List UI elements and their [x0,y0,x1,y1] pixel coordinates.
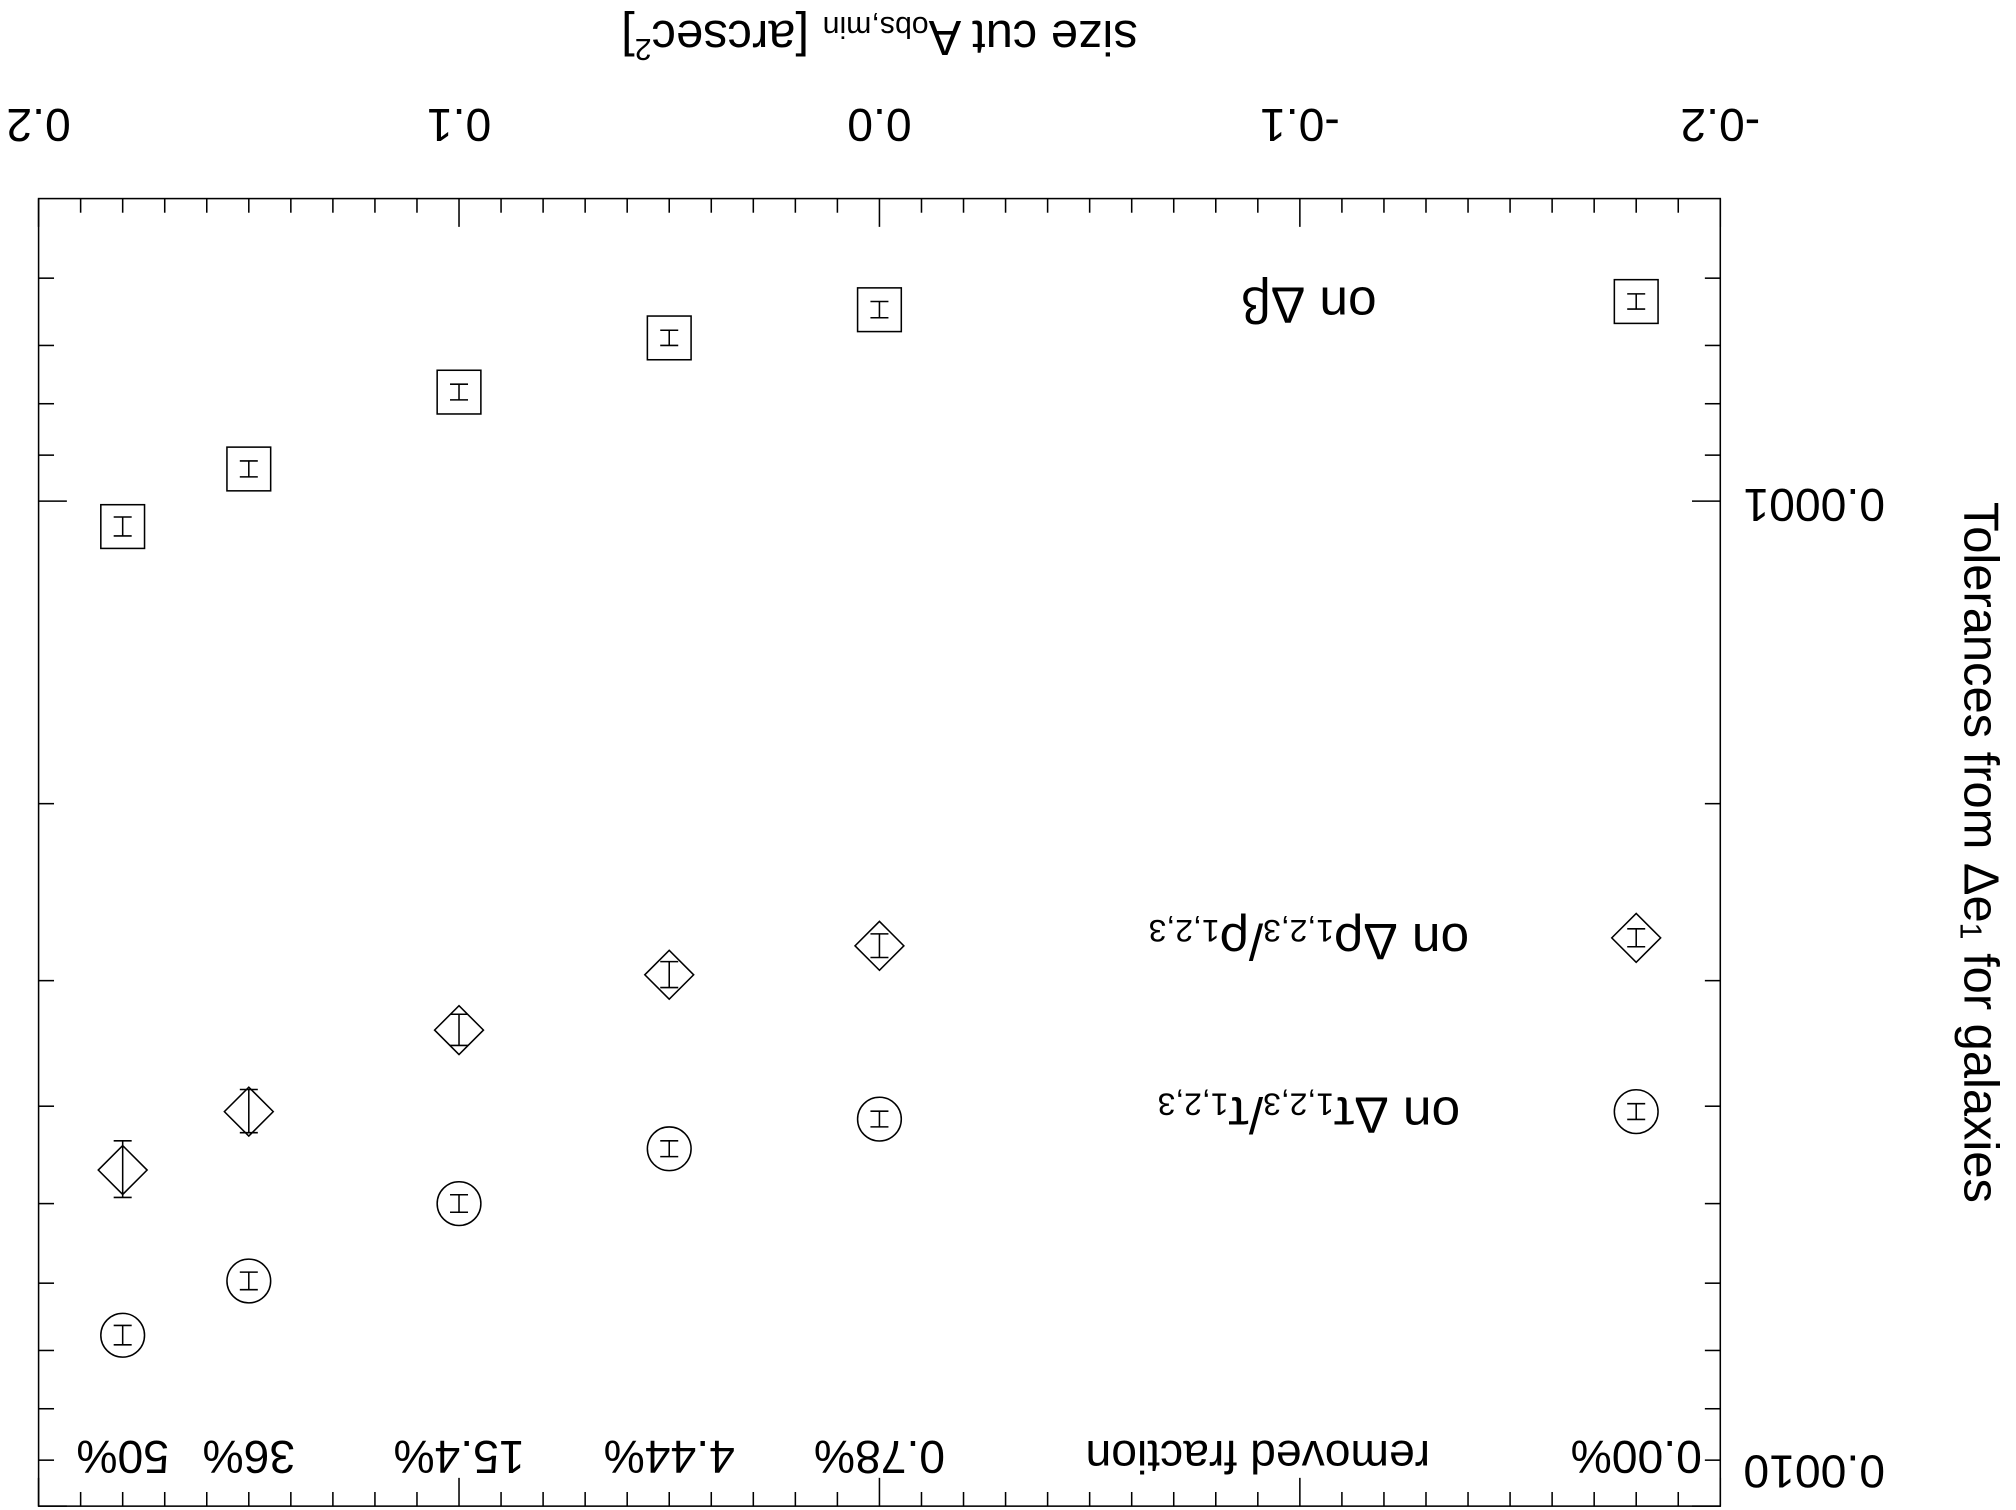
fraction-label: 50% [76,1431,169,1483]
marker-circle [226,1258,272,1304]
label-sub: 1,2,3 [1158,1087,1229,1123]
marker-diamond [433,1004,485,1056]
marker-circle [1613,1089,1659,1135]
error-bar [870,933,889,959]
marker-circle [856,1096,903,1142]
y-axis-title: Tolerances from Δe1 for galaxies [1953,502,2007,1203]
fraction-title: removed fraction [1086,1431,1431,1483]
error-bar [660,1140,679,1158]
error-bar [113,516,132,537]
error-bar [239,1088,258,1134]
marker-square [1613,278,1659,325]
fraction-label: 0.78% [814,1431,945,1483]
marker-diamond [223,1086,275,1138]
marker-diamond [643,949,695,1001]
series-label: on Δβ [1241,277,1376,335]
x-tick-label: 0.1 [427,99,491,151]
marker-circle [646,1126,692,1172]
error-bar [450,383,469,401]
marker-circle [100,1312,146,1358]
error-bar [113,1140,132,1199]
label-part: /ρ [1220,913,1264,971]
label-part: [arcsec [652,10,823,64]
label-sub: 1 [1953,923,1986,940]
fraction-label: 4.44% [604,1431,735,1483]
x-tick-label: 0.2 [6,99,70,151]
label-sub: 1,2,3 [1149,913,1220,949]
marker-diamond [853,920,905,972]
error-bar [870,1110,889,1128]
label-part: size cut A [928,10,1137,64]
x-tick-label: 0.0 [847,99,911,151]
error-bar [660,329,679,347]
label-part: on Δβ [1241,277,1376,335]
label-sup: 2 [635,33,652,66]
label-part: on Δτ [1334,1087,1460,1145]
series-label: on Δρ1,2,3/ρ1,2,3 [1149,913,1469,971]
error-bar [450,1013,469,1047]
x-tick-label: -0.2 [1680,99,1760,151]
label-part: on Δρ [1334,913,1469,971]
marker-square [100,503,146,550]
marker-square [646,315,692,361]
error-bar [1627,928,1646,948]
y-tick-label: 0.0010 [1743,1445,1885,1497]
marker-square [226,446,272,492]
label-sub: 1,2,3 [1263,1087,1334,1123]
error-bar [450,1194,469,1214]
label-part: /τ [1229,1087,1264,1145]
x-axis-title: size cut Aobs,min [arcsec2] [621,10,1138,66]
label-part: Tolerances from Δe [1954,502,2008,923]
fraction-label: 36% [203,1431,296,1483]
error-bar [660,960,679,989]
error-bar [239,460,258,478]
fraction-label: 15.4% [393,1431,524,1483]
marker-diamond [1610,912,1662,964]
plot-frame [37,197,1722,1507]
marker-square [436,369,482,415]
fraction-label: 0.00% [1571,1431,1702,1483]
error-bar [113,1324,132,1346]
error-bar [1627,1102,1646,1121]
marker-square [856,287,903,333]
label-sub: obs,min [823,10,929,43]
x-tick-label: -0.1 [1260,99,1340,151]
error-bar [870,300,889,319]
error-bar [239,1271,258,1291]
label-part: for galaxies [1954,940,2008,1203]
label-sub: 1,2,3 [1263,913,1334,949]
series-label: on Δτ1,2,3/τ1,2,3 [1158,1087,1461,1145]
error-bar [1627,293,1646,310]
label-part: ] [621,10,635,64]
y-tick-label: 0.0001 [1743,479,1885,531]
marker-circle [436,1180,482,1227]
